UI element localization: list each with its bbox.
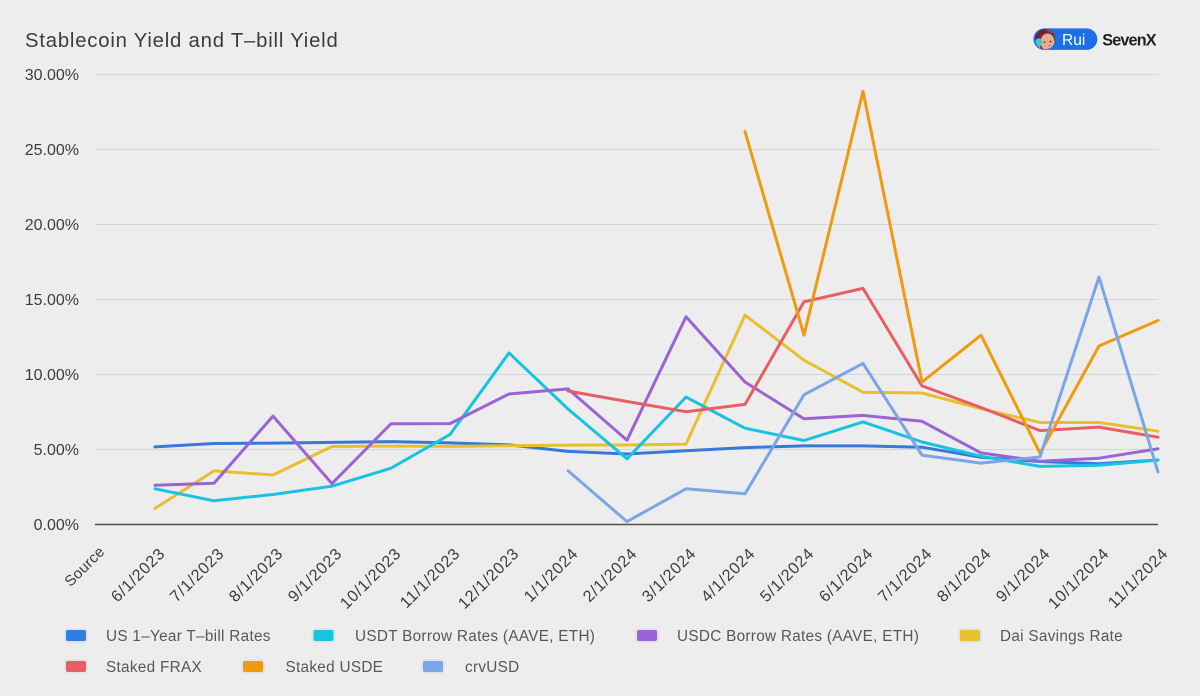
svg-text:Staked USDE: Staked USDE [286,659,384,676]
svg-text:SevenX: SevenX [1102,31,1156,49]
svg-text:Stablecoin Yield and T–bill Yi: Stablecoin Yield and T–bill Yield [25,30,339,52]
svg-text:25.00%: 25.00% [25,142,79,159]
svg-text:US 1–Year T–bill Rates: US 1–Year T–bill Rates [106,628,271,645]
svg-text:Rui: Rui [1062,32,1085,49]
svg-text:Dai Savings Rate: Dai Savings Rate [1000,628,1123,645]
svg-text:USDT Borrow Rates (AAVE, ETH): USDT Borrow Rates (AAVE, ETH) [355,628,595,645]
svg-text:30.00%: 30.00% [25,67,79,84]
svg-text:5.00%: 5.00% [34,442,79,459]
svg-text:USDC Borrow Rates (AAVE, ETH): USDC Borrow Rates (AAVE, ETH) [677,628,919,645]
svg-text:Staked FRAX: Staked FRAX [106,659,202,676]
svg-text:15.00%: 15.00% [25,292,79,309]
svg-text:20.00%: 20.00% [25,217,79,234]
svg-text:crvUSD: crvUSD [465,659,520,676]
svg-text:10.00%: 10.00% [25,367,79,384]
svg-text:0.00%: 0.00% [34,517,79,534]
